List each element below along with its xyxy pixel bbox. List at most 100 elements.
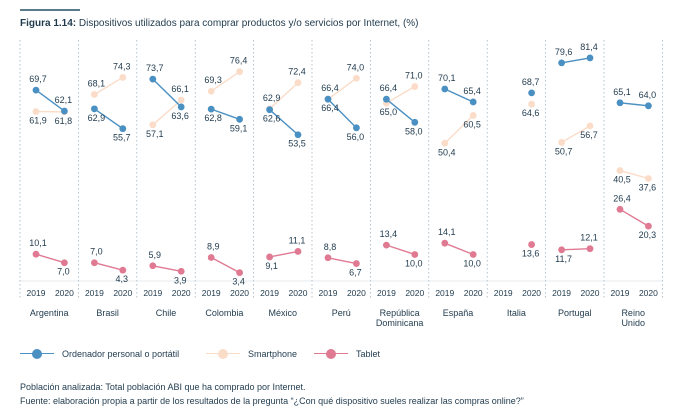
tablet-point <box>441 239 449 247</box>
ordenador-data-label: 70,1 <box>438 73 456 83</box>
tablet-point <box>177 267 185 275</box>
ordenador-point <box>177 103 185 111</box>
smartphone-data-label: 61,8 <box>55 116 73 126</box>
smartphone-data-label: 65,0 <box>380 107 398 117</box>
country-label: Portugal <box>558 308 592 318</box>
tablet-data-label: 3,9 <box>174 275 187 285</box>
smartphone-line <box>619 169 649 180</box>
ordenador-data-label: 62,6 <box>263 114 281 124</box>
tablet-point <box>91 259 98 267</box>
tablet-data-label: 4,3 <box>116 274 129 284</box>
country-label: Dominicana <box>376 318 424 328</box>
ordenador-line <box>327 98 357 129</box>
tablet-line <box>561 247 591 251</box>
ordenador-line <box>152 78 182 108</box>
smartphone-point <box>616 167 624 174</box>
tablet-point <box>558 246 565 254</box>
tablet-data-label: 13,4 <box>380 229 398 239</box>
country-label: Argentina <box>30 308 69 318</box>
tablet-point <box>32 250 40 258</box>
smartphone-point <box>236 68 244 76</box>
year-label: 2019 <box>260 288 279 298</box>
country-label: República <box>380 308 420 318</box>
smartphone-data-label: 69,3 <box>204 75 222 85</box>
ordenador-point <box>294 131 302 139</box>
ordenador-point <box>266 106 273 114</box>
year-label: 2019 <box>611 288 630 298</box>
smartphone-point <box>586 122 594 130</box>
tablet-data-label: 5,9 <box>149 250 162 260</box>
ordenador-point <box>353 124 360 132</box>
ordenador-point <box>558 59 565 67</box>
ordenador-data-label: 53,5 <box>288 139 306 149</box>
smartphone-point <box>528 100 535 108</box>
smartphone-point <box>353 74 360 82</box>
smartphone-data-label: 64,6 <box>522 108 540 118</box>
year-label: 2019 <box>319 288 338 298</box>
legend-label-smartphone: Smartphone <box>248 349 298 359</box>
tablet-line <box>152 265 182 272</box>
smartphone-data-label: 40,5 <box>613 175 631 185</box>
smartphone-line <box>269 82 299 110</box>
line-chart: 2019 2020 Argentina 61,9 61,8 69,7 62,1 10,1 7,0… <box>19 40 663 328</box>
ordenador-point <box>616 99 624 107</box>
country-label: Perú <box>332 308 351 318</box>
smartphone-data-label: 62,9 <box>263 93 281 103</box>
year-label: 2019 <box>202 288 221 298</box>
legend-item-ordenador: Ordenador personal o portátil <box>20 349 179 359</box>
smartphone-line <box>94 76 124 96</box>
tablet-line <box>327 257 357 265</box>
tablet-point <box>207 254 215 261</box>
ordenador-point <box>91 105 98 113</box>
tablet-point <box>324 254 332 262</box>
smartphone-line <box>386 85 416 104</box>
ordenador-point <box>411 118 419 126</box>
country-label: Reino <box>621 308 645 318</box>
tablet-point <box>411 251 419 258</box>
year-label: 2020 <box>172 288 191 298</box>
ordenador-line <box>35 89 65 112</box>
tablet-line <box>210 256 240 274</box>
legend-label-ordenador: Ordenador personal o portátil <box>62 349 180 359</box>
tablet-data-label: 10,1 <box>29 238 47 248</box>
tablet-line <box>619 208 649 227</box>
year-label: 2020 <box>347 288 366 298</box>
title-rule <box>20 9 80 11</box>
country-label: Unido <box>621 318 645 328</box>
year-label: 2020 <box>464 288 483 298</box>
ordenador-data-label: 65,1 <box>613 87 631 97</box>
year-label: 2019 <box>494 288 513 298</box>
country-label: España <box>443 308 474 318</box>
year-label: 2020 <box>639 288 658 298</box>
year-label: 2019 <box>435 288 454 298</box>
ordenador-data-label: 64,0 <box>639 90 657 100</box>
tablet-data-label: 3,4 <box>232 277 245 287</box>
ordenador-line <box>269 109 299 136</box>
smartphone-data-label: 72,4 <box>288 67 306 77</box>
smartphone-line <box>210 71 240 92</box>
ordenador-data-label: 63,6 <box>171 111 189 121</box>
ordenador-point <box>149 75 157 83</box>
ordenador-data-label: 62,1 <box>55 95 73 105</box>
country-label: Brasil <box>96 308 119 318</box>
smartphone-data-label: 74,3 <box>113 61 131 71</box>
tablet-point <box>616 205 624 213</box>
ordenador-data-label: 58,0 <box>405 126 423 136</box>
tablet-point <box>353 260 360 267</box>
ordenador-line <box>93 108 124 130</box>
smartphone-data-label: 56,7 <box>580 130 598 140</box>
tablet-line <box>35 253 65 264</box>
ordenador-point <box>324 95 332 103</box>
figure-title: Figura 1.14: Dispositivos utilizados par… <box>20 18 419 29</box>
ordenador-data-label: 55,7 <box>113 133 131 143</box>
country-label: Chile <box>156 308 177 318</box>
ordenador-point <box>383 95 390 103</box>
year-label: 2019 <box>27 288 46 298</box>
year-label: 2020 <box>230 288 249 298</box>
smartphone-point <box>411 83 419 90</box>
tablet-data-label: 12,1 <box>580 233 598 243</box>
ordenador-point <box>586 54 594 62</box>
tablet-point <box>383 241 390 249</box>
ordenador-data-label: 79,6 <box>555 47 573 57</box>
ordenador-data-label: 81,4 <box>580 42 598 52</box>
